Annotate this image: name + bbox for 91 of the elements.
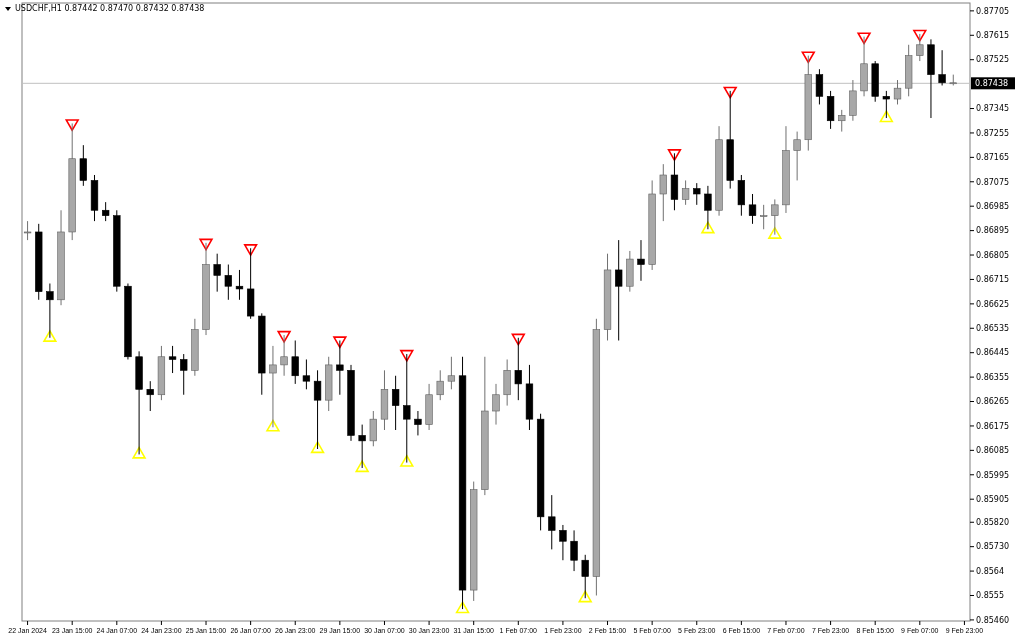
candlestick bbox=[146, 380, 154, 412]
point bbox=[199, 238, 213, 251]
candlestick bbox=[23, 220, 32, 241]
point bbox=[65, 119, 79, 132]
candlestick bbox=[180, 353, 188, 396]
point bbox=[578, 590, 592, 603]
candlestick bbox=[637, 239, 645, 282]
point bbox=[455, 601, 470, 614]
point bbox=[243, 244, 258, 256]
y-tick-label: 0.85905 bbox=[976, 494, 1010, 504]
y-tick-label: 0.86265 bbox=[976, 397, 1010, 407]
point bbox=[400, 454, 414, 467]
point bbox=[913, 29, 927, 42]
candlestick bbox=[882, 90, 890, 119]
candlestick bbox=[414, 410, 422, 436]
candlestick bbox=[838, 109, 846, 133]
candlestick bbox=[102, 201, 110, 222]
candlestick bbox=[559, 524, 567, 561]
candlestick bbox=[760, 204, 768, 230]
y-tick-label: 0.86085 bbox=[976, 446, 1010, 456]
candlestick bbox=[213, 253, 221, 293]
y-tick-label: 0.85730 bbox=[976, 542, 1010, 552]
candlestick bbox=[46, 283, 54, 339]
candlestick bbox=[280, 334, 288, 377]
candlestick bbox=[748, 193, 757, 225]
candlestick bbox=[358, 424, 366, 469]
y-tick-label: 0.8555 bbox=[976, 591, 1004, 601]
y-tick-label: 0.87165 bbox=[976, 153, 1010, 163]
candlestick bbox=[436, 369, 444, 401]
candlestick bbox=[815, 68, 824, 105]
y-tick-label: 0.86625 bbox=[976, 299, 1010, 309]
candlestick bbox=[548, 494, 556, 550]
y-tick-label: 0.87705 bbox=[976, 6, 1010, 16]
candlestick bbox=[79, 144, 87, 187]
candlestick bbox=[336, 339, 344, 396]
point bbox=[266, 419, 280, 432]
candlestick bbox=[235, 269, 244, 301]
candlestick bbox=[291, 339, 299, 385]
candlestick bbox=[168, 345, 177, 374]
y-tick-label: 0.86715 bbox=[976, 275, 1010, 285]
candlestick bbox=[938, 49, 946, 86]
y-tick-label: 0.87345 bbox=[976, 104, 1010, 114]
y-tick-label: 0.8564 bbox=[976, 566, 1004, 576]
y-tick-label: 0.86985 bbox=[976, 202, 1010, 211]
candlestick bbox=[893, 79, 902, 105]
y-tick-label: 0.85820 bbox=[976, 518, 1010, 528]
point bbox=[132, 446, 146, 459]
candlestick bbox=[659, 163, 667, 222]
candlestick bbox=[570, 529, 578, 572]
candlestick bbox=[403, 353, 411, 464]
point bbox=[400, 349, 414, 362]
point bbox=[511, 333, 525, 346]
candlestick bbox=[447, 356, 456, 390]
y-tick-label: 0.86535 bbox=[976, 324, 1010, 334]
candlestick bbox=[693, 182, 701, 206]
y-tick-label: 0.87525 bbox=[976, 55, 1010, 65]
y-tick-label: 0.87255 bbox=[976, 128, 1010, 138]
y-tick-label: 0.87075 bbox=[976, 177, 1010, 187]
candlestick bbox=[514, 337, 522, 401]
point bbox=[355, 460, 369, 473]
candlestick bbox=[224, 264, 232, 301]
candlestick bbox=[771, 198, 779, 236]
point bbox=[723, 86, 737, 99]
candlestick bbox=[704, 185, 712, 230]
y-tick-label: 0.85995 bbox=[976, 470, 1010, 480]
candlestick bbox=[681, 179, 690, 206]
point bbox=[43, 330, 57, 342]
candlestick bbox=[581, 554, 589, 599]
candlestick bbox=[492, 383, 500, 426]
candlestick bbox=[302, 358, 311, 390]
candlestick bbox=[615, 239, 623, 341]
y-tick-label: 0.86895 bbox=[976, 226, 1010, 236]
point bbox=[857, 32, 871, 45]
candlestick bbox=[269, 345, 277, 428]
candlestick bbox=[793, 131, 801, 181]
candlestick bbox=[391, 375, 400, 431]
y-tick-label: 0.86805 bbox=[976, 250, 1010, 260]
y-tick-label: 0.87615 bbox=[976, 31, 1010, 41]
chart-title: USDCHF,H1 0.87442 0.87470 0.87432 0.87438 bbox=[15, 4, 205, 13]
candlestick bbox=[916, 33, 924, 62]
point bbox=[277, 330, 291, 343]
y-tick-label: 0.86355 bbox=[976, 372, 1010, 382]
y-tick-label: 0.85460 bbox=[976, 615, 1010, 625]
y-tick-label: 0.86175 bbox=[976, 421, 1010, 431]
y-tick-label: 0.86445 bbox=[976, 348, 1010, 358]
point bbox=[667, 149, 682, 161]
point bbox=[801, 51, 815, 64]
candlestick bbox=[369, 410, 377, 447]
ref-line-label: 0.87438 bbox=[975, 79, 1009, 89]
point bbox=[310, 441, 325, 454]
candlestick bbox=[313, 369, 322, 450]
